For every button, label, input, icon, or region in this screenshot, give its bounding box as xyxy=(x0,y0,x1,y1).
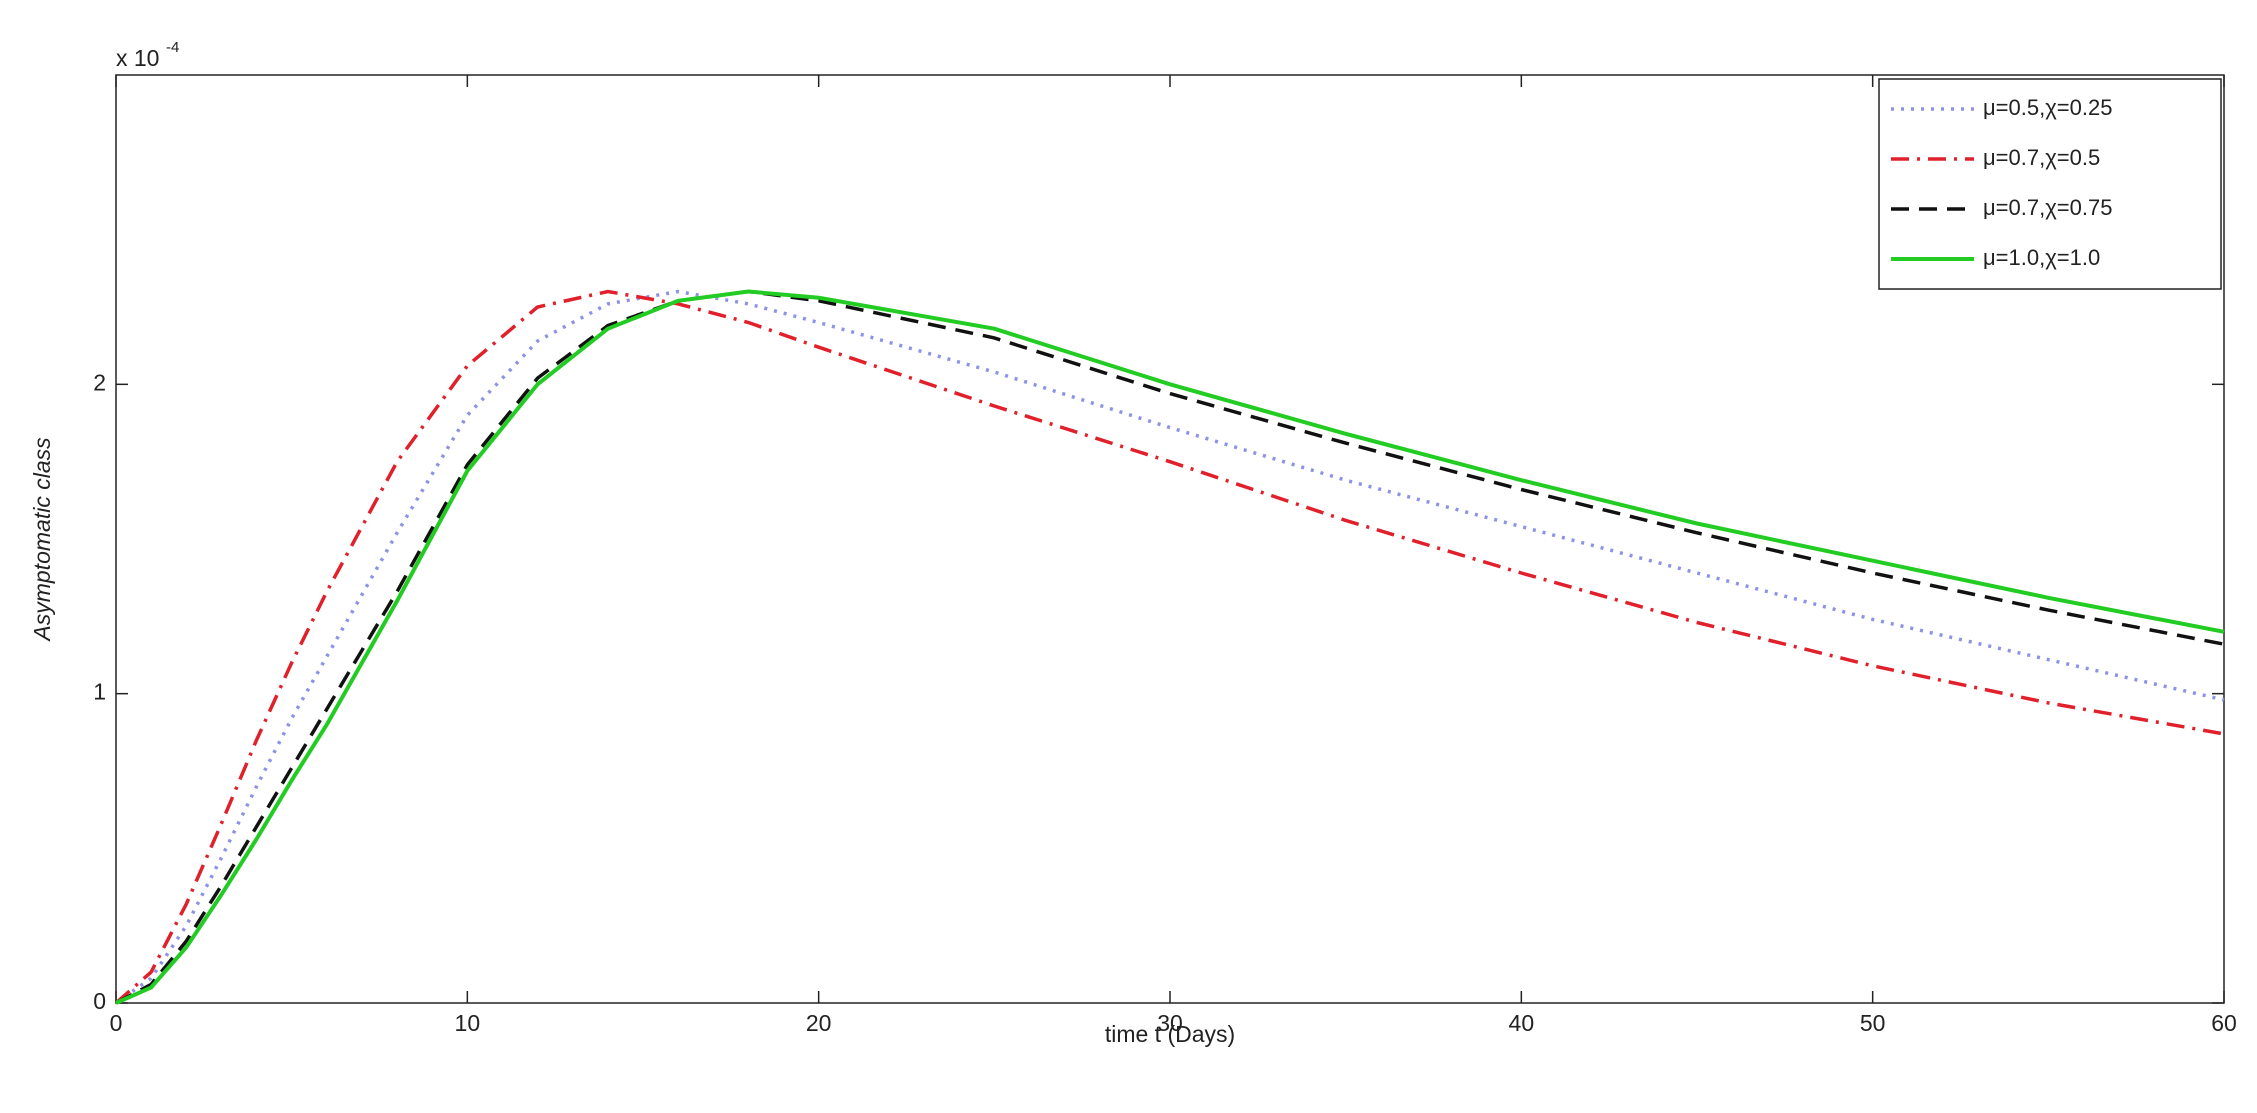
x-tick-label: 30 xyxy=(1157,1010,1183,1036)
x-tick-label: 0 xyxy=(110,1010,123,1036)
x-axis-label: time t (Days) xyxy=(1105,1021,1235,1047)
y-tick-label: 1 xyxy=(93,679,106,705)
x-tick-label: 50 xyxy=(1860,1010,1886,1036)
legend-label: μ=1.0,χ=1.0 xyxy=(1983,245,2100,270)
series-line xyxy=(115,289,2225,1005)
x-tick-label: 10 xyxy=(455,1010,481,1036)
legend-label: μ=0.7,χ=0.5 xyxy=(1983,145,2100,170)
x-tick-label: 20 xyxy=(806,1010,832,1036)
series-line xyxy=(114,289,2225,1005)
series-line xyxy=(114,289,2225,1005)
x-tick-label: 40 xyxy=(1509,1010,1535,1036)
legend-label: μ=0.5,χ=0.25 xyxy=(1983,95,2112,120)
x-tick-label: 60 xyxy=(2211,1010,2237,1036)
legend-label: μ=0.7,χ=0.75 xyxy=(1983,195,2112,220)
legend: μ=0.5,χ=0.25 μ=0.7,χ=0.5 μ=0.7,χ=0.75 μ=1.0… xyxy=(1878,78,2222,290)
legend-box xyxy=(1878,78,2222,290)
y-multiplier: x 10 xyxy=(116,45,159,71)
y-multiplier-exponent: -4 xyxy=(166,39,179,56)
plot-area xyxy=(115,74,2225,1004)
y-tick-label: 0 xyxy=(93,988,106,1014)
y-axis-label: Asymptomatic class xyxy=(29,437,55,643)
y-tick-label: 2 xyxy=(93,369,106,395)
